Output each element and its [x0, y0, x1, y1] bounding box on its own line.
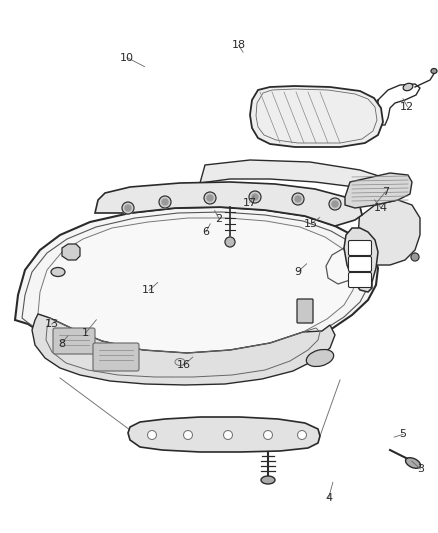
Polygon shape [358, 200, 420, 265]
Circle shape [207, 195, 213, 201]
Text: 1: 1 [82, 328, 89, 338]
Polygon shape [344, 228, 378, 292]
Circle shape [252, 194, 258, 200]
Text: 6: 6 [202, 227, 209, 237]
Text: 10: 10 [120, 53, 134, 62]
Circle shape [411, 253, 419, 261]
Ellipse shape [406, 458, 420, 469]
Text: 13: 13 [45, 319, 59, 329]
Text: 14: 14 [374, 203, 388, 213]
Circle shape [332, 201, 338, 207]
Circle shape [159, 196, 171, 208]
Circle shape [249, 191, 261, 203]
Text: 18: 18 [232, 41, 246, 50]
Ellipse shape [51, 268, 65, 277]
Polygon shape [32, 314, 335, 385]
Circle shape [204, 192, 216, 204]
Text: 8: 8 [58, 339, 65, 349]
Polygon shape [15, 207, 378, 366]
Polygon shape [200, 160, 390, 192]
FancyBboxPatch shape [349, 256, 371, 271]
FancyBboxPatch shape [349, 272, 371, 287]
Circle shape [292, 193, 304, 205]
Text: 12: 12 [400, 102, 414, 111]
Text: 15: 15 [304, 219, 318, 229]
Circle shape [125, 205, 131, 211]
Circle shape [148, 431, 156, 440]
Text: 3: 3 [417, 464, 424, 474]
Circle shape [184, 431, 192, 440]
FancyBboxPatch shape [297, 299, 313, 323]
Circle shape [329, 198, 341, 210]
Polygon shape [95, 182, 362, 226]
Polygon shape [38, 218, 356, 353]
FancyBboxPatch shape [349, 240, 371, 255]
Text: 5: 5 [399, 430, 406, 439]
Ellipse shape [175, 359, 185, 366]
Ellipse shape [431, 69, 437, 74]
Text: 9: 9 [294, 267, 301, 277]
Circle shape [297, 431, 307, 440]
Text: 11: 11 [142, 286, 156, 295]
Ellipse shape [261, 476, 275, 484]
Circle shape [162, 199, 168, 205]
Text: 2: 2 [215, 214, 223, 223]
Circle shape [295, 196, 301, 202]
Polygon shape [62, 244, 80, 260]
Polygon shape [345, 173, 412, 208]
Text: 16: 16 [177, 360, 191, 370]
Circle shape [264, 431, 272, 440]
Circle shape [225, 237, 235, 247]
Text: 4: 4 [325, 494, 332, 503]
Ellipse shape [306, 350, 334, 367]
Ellipse shape [403, 83, 413, 91]
Text: 17: 17 [243, 198, 257, 207]
Circle shape [223, 431, 233, 440]
FancyBboxPatch shape [93, 343, 139, 371]
FancyBboxPatch shape [53, 328, 95, 354]
Polygon shape [128, 417, 320, 452]
Circle shape [122, 202, 134, 214]
Polygon shape [250, 86, 383, 147]
Text: 7: 7 [382, 187, 389, 197]
